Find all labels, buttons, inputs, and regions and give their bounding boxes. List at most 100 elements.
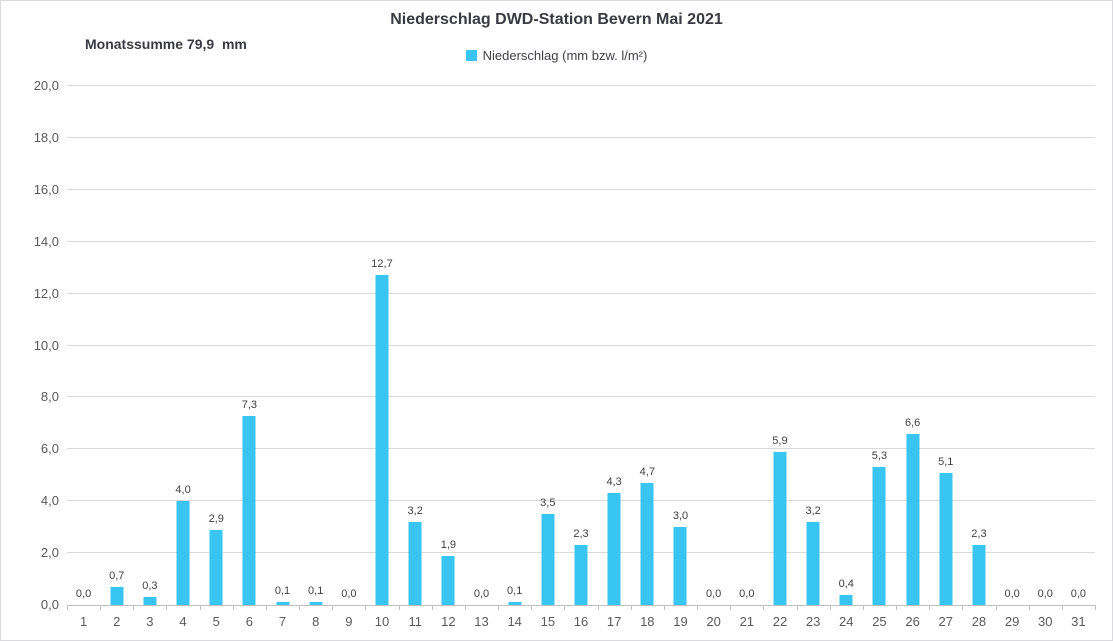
data-label: 0,1 bbox=[308, 585, 324, 598]
data-label: 5,1 bbox=[938, 455, 954, 468]
x-axis-tick bbox=[1095, 605, 1096, 610]
data-label: 5,3 bbox=[871, 450, 888, 463]
bar-column: 0,0 bbox=[332, 86, 365, 605]
bar-column: 5,3 bbox=[863, 86, 896, 605]
bar bbox=[972, 545, 986, 605]
x-axis-tick bbox=[730, 605, 732, 610]
x-axis-tick bbox=[531, 605, 533, 610]
x-axis-tick bbox=[166, 605, 168, 610]
x-category-label: 27 bbox=[938, 614, 953, 629]
bar-column: 0,1 bbox=[498, 86, 531, 605]
x-axis-tick bbox=[962, 605, 964, 610]
x-category-label: 4 bbox=[179, 614, 187, 629]
x-category-label: 25 bbox=[872, 614, 887, 629]
gridline bbox=[67, 136, 1095, 138]
bar-column: 1,9 bbox=[432, 86, 465, 605]
data-label: 0,3 bbox=[142, 580, 158, 593]
x-category-label: 10 bbox=[374, 614, 390, 629]
gridline bbox=[67, 85, 1095, 86]
plot-area: 0,0 2,0 4,0 6,0 8,0 10,0 12,0 14,0 16,0 18,0 20,0 0… bbox=[34, 78, 1096, 629]
bar bbox=[508, 602, 522, 605]
bar-column: 4,7 bbox=[631, 86, 664, 605]
bar-column: 4,0 bbox=[166, 86, 199, 605]
x-category-label: 23 bbox=[805, 614, 821, 629]
bar-column: 0,1 bbox=[299, 86, 332, 605]
x-axis-line bbox=[67, 605, 1095, 606]
bar-column: 0,0 bbox=[996, 86, 1029, 605]
bar bbox=[906, 433, 920, 605]
x-axis-tick bbox=[67, 605, 68, 610]
bar-column: 6,6 bbox=[896, 86, 929, 605]
y-tick-label: 12,0 bbox=[33, 285, 59, 301]
data-label: 4,3 bbox=[606, 476, 622, 489]
bar bbox=[872, 467, 886, 605]
x-category-label: 1 bbox=[79, 614, 88, 629]
x-axis-tick bbox=[896, 605, 898, 610]
data-label: 0,0 bbox=[1037, 588, 1053, 600]
bar bbox=[242, 415, 256, 605]
x-category-label: 26 bbox=[905, 614, 920, 629]
data-label: 4,0 bbox=[175, 484, 191, 497]
gridline bbox=[67, 240, 1095, 242]
bar bbox=[309, 602, 323, 605]
x-category-label: 20 bbox=[706, 614, 721, 629]
bar-column: 0,3 bbox=[133, 86, 166, 605]
x-category-label: 8 bbox=[312, 614, 320, 629]
x-category-label: 24 bbox=[839, 614, 854, 629]
x-axis-tick bbox=[365, 605, 367, 610]
x-category-label: 16 bbox=[573, 614, 589, 629]
legend: Niederschlag (mm bzw. l/m²) bbox=[1, 48, 1112, 63]
bar bbox=[574, 545, 588, 605]
data-label: 1,9 bbox=[440, 538, 456, 551]
data-label: 3,5 bbox=[540, 497, 556, 510]
data-label: 2,3 bbox=[573, 528, 589, 541]
x-axis-tick bbox=[564, 605, 566, 610]
data-label: 12,7 bbox=[371, 258, 393, 271]
data-label: 0,1 bbox=[507, 585, 523, 598]
bar-column: 0,1 bbox=[266, 86, 299, 605]
bar-column: 7,3 bbox=[233, 86, 266, 605]
data-label: 0,0 bbox=[473, 588, 490, 600]
data-label: 0,0 bbox=[341, 588, 357, 600]
data-label: 0,0 bbox=[705, 588, 722, 600]
x-category-label: 19 bbox=[673, 614, 688, 629]
x-category-label: 9 bbox=[345, 614, 353, 629]
x-axis-tick bbox=[630, 605, 632, 610]
bar-column: 3,0 bbox=[664, 86, 697, 605]
y-tick-label: 10,0 bbox=[33, 337, 59, 353]
x-axis-tick bbox=[398, 605, 400, 610]
bar-column: 2,3 bbox=[564, 86, 597, 605]
gridline bbox=[67, 500, 1095, 502]
legend-series-label: Niederschlag (mm bzw. l/m²) bbox=[482, 48, 648, 63]
x-axis-tick bbox=[100, 605, 102, 610]
bar-column: 0,0 bbox=[67, 86, 100, 605]
data-label: 4,7 bbox=[639, 466, 655, 479]
gridline bbox=[67, 292, 1095, 294]
x-category-label: 12 bbox=[441, 614, 456, 629]
x-axis-tick bbox=[597, 605, 599, 610]
x-category-label: 21 bbox=[739, 614, 755, 629]
bar bbox=[939, 472, 953, 605]
bar bbox=[143, 597, 157, 605]
bar bbox=[607, 493, 621, 605]
x-category-label: 18 bbox=[640, 614, 655, 629]
bar bbox=[640, 483, 654, 605]
data-label: 3,2 bbox=[407, 504, 423, 517]
bar-column: 0,0 bbox=[465, 86, 498, 605]
bar bbox=[441, 555, 455, 605]
bar-column: 5,1 bbox=[929, 86, 962, 605]
bar-column: 4,3 bbox=[598, 86, 631, 605]
gridline bbox=[67, 448, 1095, 450]
bar-column: 0,4 bbox=[830, 86, 863, 605]
bar-column: 0,0 bbox=[730, 86, 763, 605]
data-label: 0,4 bbox=[838, 577, 854, 590]
x-axis-tick bbox=[929, 605, 931, 610]
x-axis-tick bbox=[464, 605, 466, 610]
data-label: 0,0 bbox=[739, 588, 755, 600]
data-label: 0,0 bbox=[1004, 588, 1020, 600]
data-label: 5,9 bbox=[772, 434, 788, 447]
x-axis-tick bbox=[498, 605, 500, 610]
bar bbox=[209, 529, 223, 605]
y-tick-label: 4,0 bbox=[40, 493, 59, 509]
x-axis-tick bbox=[829, 605, 831, 610]
